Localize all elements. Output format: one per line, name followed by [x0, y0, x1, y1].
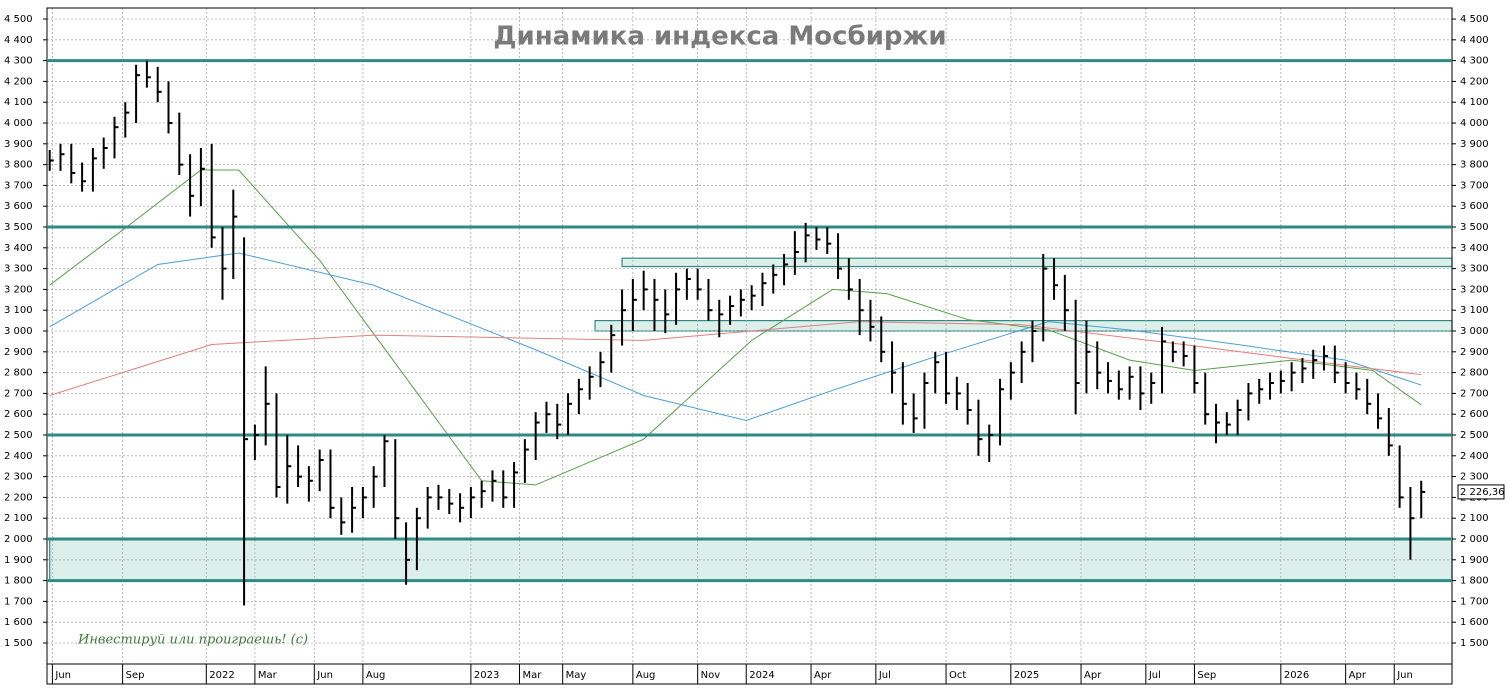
y-tick-label: 2 700 — [4, 388, 33, 399]
x-tick-label: Mar — [258, 670, 278, 681]
y-tick-label: 1 500 — [1460, 638, 1489, 649]
y-tick-label: 2 200 — [4, 492, 33, 503]
y-tick-label: 2 700 — [1460, 388, 1489, 399]
x-tick-label: Nov — [701, 670, 721, 681]
last-price-box — [1457, 484, 1505, 500]
x-tick-label: Apr — [1349, 670, 1367, 681]
moving-average — [49, 252, 1422, 421]
y-tick-label: 3 700 — [4, 180, 33, 191]
y-tick-label: 2 600 — [1460, 409, 1489, 420]
y-tick-label: 4 300 — [1460, 56, 1489, 67]
x-tick-label: Jul — [878, 670, 891, 681]
y-tick-label: 2 300 — [1460, 472, 1489, 483]
y-tick-label: 2 000 — [1460, 534, 1489, 545]
y-tick-label: 2 800 — [4, 368, 33, 379]
y-tick-label: 3 100 — [4, 305, 33, 316]
y-tick-label: 3 000 — [1460, 326, 1489, 337]
y-tick-label: 2 900 — [4, 347, 33, 358]
y-tick-label: 4 100 — [4, 97, 33, 108]
y-tick-label: 2 400 — [4, 451, 33, 462]
y-tick-label: 3 500 — [4, 222, 33, 233]
x-tick-label: Aug — [366, 670, 386, 681]
x-tick-label: 2026 — [1284, 670, 1309, 681]
x-tick-label: Apr — [1084, 670, 1102, 681]
y-tick-label: 4 400 — [4, 35, 33, 46]
y-tick-label: 2 600 — [4, 409, 33, 420]
y-tick-label: 3 000 — [4, 326, 33, 337]
x-tick-label: 2023 — [474, 670, 499, 681]
y-tick-label: 2 500 — [4, 430, 33, 441]
x-tick-label: Sep — [126, 670, 145, 681]
y-tick-label: 4 500 — [1460, 14, 1489, 25]
x-tick-label: Sep — [1197, 670, 1216, 681]
y-tick-label: 1 700 — [4, 596, 33, 607]
x-tick-label: Jun — [316, 670, 333, 681]
y-tick-label: 4 500 — [4, 14, 33, 25]
y-tick-label: 3 100 — [1460, 305, 1489, 316]
y-tick-label: 3 500 — [1460, 222, 1489, 233]
y-tick-label: 2 500 — [1460, 430, 1489, 441]
y-tick-label: 3 900 — [4, 139, 33, 150]
y-tick-label: 1 900 — [4, 555, 33, 566]
y-tick-label: 4 100 — [1460, 97, 1489, 108]
y-tick-label: 3 400 — [1460, 243, 1489, 254]
last-price-label: 2 226,36 — [1460, 487, 1505, 498]
y-tick-label: 3 200 — [4, 284, 33, 295]
y-tick-label: 2 800 — [1460, 368, 1489, 379]
x-tick-label: Mar — [522, 670, 542, 681]
y-tick-label: 4 200 — [4, 76, 33, 87]
y-tick-label: 1 600 — [4, 617, 33, 628]
x-tick-label: Oct — [949, 670, 966, 681]
y-tick-label: 3 900 — [1460, 139, 1489, 150]
x-tick-label: 2024 — [749, 670, 774, 681]
y-tick-label: 3 300 — [4, 264, 33, 275]
y-tick-label: 3 400 — [4, 243, 33, 254]
x-axis-strip — [46, 663, 1453, 685]
y-tick-label: 2 100 — [1460, 513, 1489, 524]
y-tick-label: 4 300 — [4, 56, 33, 67]
x-tick-label: Apr — [814, 670, 832, 681]
y-tick-label: 4 000 — [4, 118, 33, 129]
y-tick-label: 3 600 — [1460, 201, 1489, 212]
x-tick-label: May — [566, 670, 587, 681]
y-tick-label: 1 800 — [4, 576, 33, 587]
y-tick-label: 1 800 — [1460, 576, 1489, 587]
x-tick-label: 2025 — [1014, 670, 1039, 681]
y-tick-label: 2 000 — [4, 534, 33, 545]
y-tick-label: 3 700 — [1460, 180, 1489, 191]
y-tick-label: 1 500 — [4, 638, 33, 649]
y-tick-label: 4 000 — [1460, 118, 1489, 129]
y-tick-label: 2 300 — [4, 472, 33, 483]
x-tick-label: Aug — [636, 670, 656, 681]
x-tick-label: Jun — [54, 670, 71, 681]
y-tick-label: 3 200 — [1460, 284, 1489, 295]
y-tick-label: 2 100 — [4, 513, 33, 524]
chart-title: Динамика индекса Мосбиржи — [493, 22, 946, 52]
y-tick-label: 1 900 — [1460, 555, 1489, 566]
x-tick-label: Jul — [1148, 670, 1161, 681]
y-tick-label: 3 800 — [4, 160, 33, 171]
y-tick-label: 2 900 — [1460, 347, 1489, 358]
y-tick-label: 4 200 — [1460, 76, 1489, 87]
x-tick-label: Jun — [1396, 670, 1413, 681]
y-tick-label: 3 600 — [4, 201, 33, 212]
y-tick-label: 3 300 — [1460, 264, 1489, 275]
x-tick-label: 2022 — [209, 670, 234, 681]
y-tick-label: 2 400 — [1460, 451, 1489, 462]
y-tick-label: 3 800 — [1460, 160, 1489, 171]
y-tick-label: 1 700 — [1460, 596, 1489, 607]
y-tick-label: 1 600 — [1460, 617, 1489, 628]
y-tick-label: 4 400 — [1460, 35, 1489, 46]
annotation: Инвестируй или проиграешь! (с) — [77, 633, 308, 648]
